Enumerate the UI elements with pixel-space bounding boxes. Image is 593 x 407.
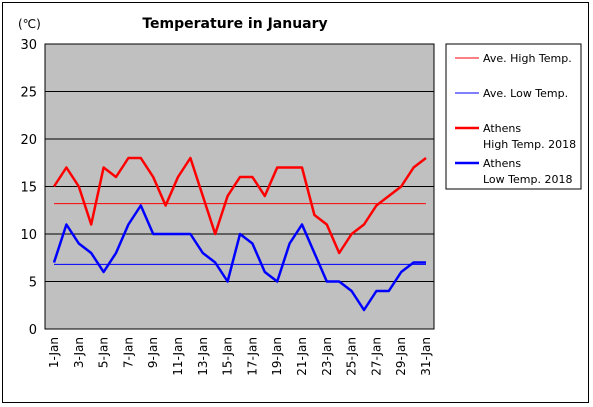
x-tick-label: 3-Jan [72,337,86,368]
y-tick-label: 20 [20,133,37,148]
y-tick-label: 5 [29,276,37,291]
y-tick-label: 0 [29,323,37,338]
chart-title: Temperature in January [142,16,327,32]
x-tick-label: 17-Jan [245,337,259,376]
x-tick-label: 5-Jan [97,337,111,368]
x-tick-label: 29-Jan [394,337,408,376]
y-tick-label: 10 [20,228,37,243]
y-tick-label: 25 [20,86,37,101]
legend-label: High Temp. 2018 [483,138,576,151]
legend-label: Athens [483,157,521,170]
x-tick-label: 31-Jan [419,337,433,376]
series-line-3 [52,156,427,255]
legend-label: Low Temp. 2018 [483,173,572,186]
series-line-4 [52,204,426,312]
y-tick-label: 15 [20,181,37,196]
x-tick-label: 25-Jan [345,337,359,376]
y-axis: 0 5 10 15 20 25 30 [20,38,37,338]
legend [445,43,582,190]
x-tick-label: 7-Jan [121,337,135,368]
x-tick-label: 15-Jan [221,337,235,376]
x-tick-label: 1-Jan [47,337,61,368]
legend-label: Ave. Low Temp. [483,87,568,100]
x-tick-label: 13-Jan [196,337,210,376]
legend-label: Athens [483,122,521,135]
x-tick-label: 11-Jan [171,337,185,376]
x-tick-label: 27-Jan [369,337,383,376]
x-tick-label: 9-Jan [146,337,160,368]
legend-label: Ave. High Temp. [483,52,572,65]
y-tick-label: 30 [20,38,37,53]
y-axis-unit-label: (℃) [18,17,41,31]
x-tick-label: 23-Jan [320,337,334,376]
series-layer [52,156,427,312]
x-tick-label: 19-Jan [270,337,284,376]
legend-items: Ave. High Temp. Ave. Low Temp. Athens High … [455,52,576,186]
x-tick-label: 21-Jan [295,337,309,376]
x-axis: 1-Jan 3-Jan 5-Jan 7-Jan 9-Jan 11-Jan 13-Jan 15-… [47,337,433,376]
